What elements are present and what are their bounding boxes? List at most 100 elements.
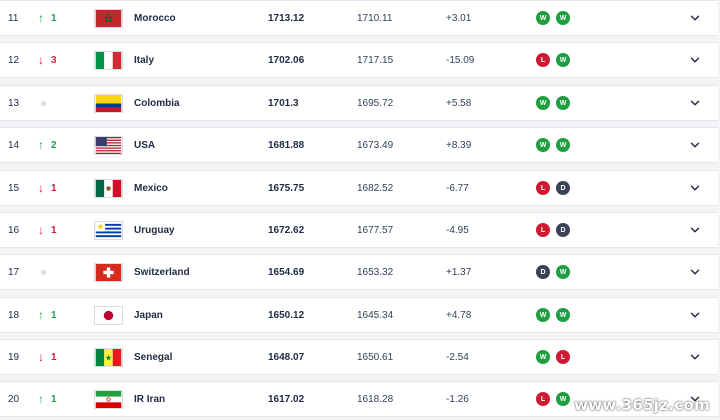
chevron-down-icon[interactable] (690, 171, 700, 205)
total-points: 1654.69 (268, 266, 305, 278)
result-badge: W (556, 11, 570, 25)
result-badge: L (536, 223, 550, 237)
result-badge: L (556, 350, 570, 364)
result-badge: W (536, 350, 550, 364)
result-badge: W (556, 53, 570, 67)
result-badge: W (556, 265, 570, 279)
chevron-down-icon[interactable] (690, 340, 700, 374)
rank-movement-value: 1 (51, 224, 57, 236)
previous-points: 1695.72 (357, 97, 394, 109)
no-change-dot-icon (41, 100, 46, 106)
rank-movement (38, 86, 46, 120)
total-points: 1648.07 (268, 351, 305, 363)
team-name[interactable]: Switzerland (134, 266, 190, 278)
ranking-row-switzerland[interactable]: 17 Switzerland 1654.69 1653.32 +1.37 D W (0, 254, 718, 290)
rank-movement: ↑ 1 (38, 382, 57, 416)
rank-movement: ↓ 1 (38, 213, 57, 247)
total-points: 1701.3 (268, 97, 299, 109)
team-name[interactable]: Italy (134, 54, 155, 66)
senegal-flag-icon (94, 348, 123, 367)
previous-points: 1653.32 (357, 266, 394, 278)
ranking-row-italy[interactable]: 12 ↓ 3 Italy 1702.06 1717.15 -15.09 L W (0, 42, 718, 78)
rank-movement (38, 255, 46, 289)
rank-movement-value: 1 (51, 351, 57, 363)
rank-number: 20 (8, 393, 20, 405)
chevron-down-icon[interactable] (690, 86, 700, 120)
ranking-row-colombia[interactable]: 13 Colombia 1701.3 1695.72 +5.58 W W (0, 85, 718, 121)
total-points: 1617.02 (268, 393, 305, 405)
chevron-down-icon[interactable] (690, 128, 700, 162)
team-name[interactable]: Senegal (134, 351, 173, 363)
total-points: 1681.88 (268, 139, 305, 151)
ranking-row-morocco[interactable]: 11 ↑ 1 Morocco 1713.12 1710.11 +3.01 W W (0, 0, 718, 36)
rank-movement-value: 1 (51, 309, 57, 321)
arrow-up-icon: ↑ (38, 11, 44, 25)
switzerland-flag-icon (94, 263, 123, 282)
chevron-down-icon[interactable] (690, 1, 700, 35)
previous-points: 1645.34 (357, 309, 394, 321)
colombia-flag-icon (94, 94, 123, 113)
ranking-row-usa[interactable]: 14 ↑ 2 USA 1681.88 1673.49 +8.39 W W (0, 127, 718, 163)
arrow-down-icon: ↓ (38, 223, 44, 237)
rank-number: 17 (8, 266, 20, 278)
usa-flag-icon (94, 136, 123, 155)
rank-movement: ↑ 2 (38, 128, 57, 162)
result-badge: W (536, 96, 550, 110)
chevron-down-icon[interactable] (690, 382, 700, 416)
arrow-up-icon: ↑ (38, 138, 44, 152)
iran-flag-icon (94, 390, 123, 409)
team-name[interactable]: Morocco (134, 12, 176, 24)
chevron-down-icon[interactable] (690, 213, 700, 247)
team-name[interactable]: IR Iran (134, 393, 166, 405)
result-badge: D (536, 265, 550, 279)
rank-movement: ↑ 1 (38, 298, 57, 332)
total-points: 1650.12 (268, 309, 305, 321)
total-points: 1702.06 (268, 54, 305, 66)
arrow-down-icon: ↓ (38, 181, 44, 195)
team-name[interactable]: Japan (134, 309, 163, 321)
rank-movement: ↑ 1 (38, 1, 57, 35)
ranking-row-uruguay[interactable]: 16 ↓ 1 Uruguay 1672.62 1677.57 -4.95 L D (0, 212, 718, 248)
result-badge: W (556, 392, 570, 406)
previous-points: 1673.49 (357, 139, 394, 151)
chevron-down-icon[interactable] (690, 255, 700, 289)
rank-movement-value: 3 (51, 54, 57, 66)
points-change: -15.09 (446, 54, 475, 66)
ranking-row-japan[interactable]: 18 ↑ 1 Japan 1650.12 1645.34 +4.78 W W (0, 297, 718, 333)
arrow-down-icon: ↓ (38, 350, 44, 364)
result-badge: W (536, 308, 550, 322)
rank-movement: ↓ 3 (38, 43, 57, 77)
team-name[interactable]: Mexico (134, 182, 168, 194)
rank-number: 19 (8, 351, 20, 363)
points-change: -6.77 (446, 182, 469, 194)
result-badge: L (536, 392, 550, 406)
mexico-flag-icon (94, 179, 123, 198)
team-name[interactable]: Colombia (134, 97, 180, 109)
points-change: +8.39 (446, 139, 472, 151)
result-badge: W (556, 96, 570, 110)
rank-number: 15 (8, 182, 20, 194)
team-name[interactable]: USA (134, 139, 156, 151)
arrow-up-icon: ↑ (38, 392, 44, 406)
ranking-row-senegal[interactable]: 19 ↓ 1 Senegal 1648.07 1650.61 -2.54 W L (0, 339, 718, 375)
chevron-down-icon[interactable] (690, 43, 700, 77)
rank-movement: ↓ 1 (38, 171, 57, 205)
uruguay-flag-icon (94, 221, 123, 240)
team-name[interactable]: Uruguay (134, 224, 175, 236)
ranking-row-ir-iran[interactable]: 20 ↑ 1 IR Iran 1617.02 1618.28 -1.26 L W (0, 381, 718, 417)
rank-movement-value: 2 (51, 139, 57, 151)
chevron-down-icon[interactable] (690, 298, 700, 332)
previous-points: 1717.15 (357, 54, 394, 66)
rank-number: 16 (8, 224, 20, 236)
previous-points: 1650.61 (357, 351, 394, 363)
watermark: www.365jz.com (574, 396, 710, 414)
previous-points: 1618.28 (357, 393, 394, 405)
ranking-row-mexico[interactable]: 15 ↓ 1 Mexico 1675.75 1682.52 -6.77 L D (0, 170, 718, 206)
points-change: -4.95 (446, 224, 469, 236)
result-badge: D (556, 181, 570, 195)
